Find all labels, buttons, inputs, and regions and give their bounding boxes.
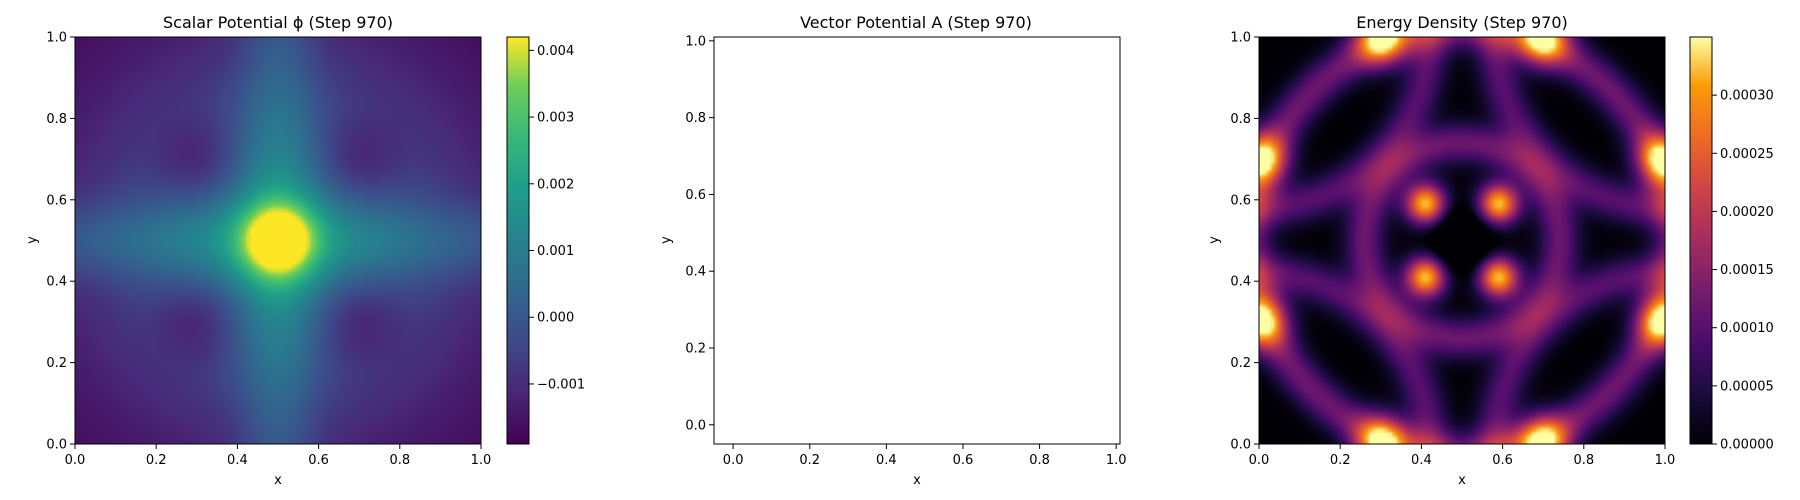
x-tick-label: 0.6	[953, 453, 974, 468]
x-tick-label: 0.8	[1029, 453, 1050, 468]
x-tick-label: 1.0	[1655, 453, 1676, 468]
y-tick-label: 1.0	[46, 31, 67, 46]
colorbar-tick-label: −0.001	[537, 377, 585, 392]
x-axis-label: x	[1458, 473, 1466, 488]
y-tick-label: 0.2	[685, 342, 706, 357]
colorbar-tick-label: 0.00000	[1720, 438, 1774, 453]
x-tick-label: 0.0	[1249, 453, 1270, 468]
colorbar-frame	[506, 36, 530, 445]
colorbar-tick-label: 0.003	[537, 111, 574, 126]
chart-title: Vector Potential A (Step 970)	[800, 13, 1032, 32]
colorbar-tick-label: 0.00020	[1720, 205, 1774, 220]
y-tick-label: 0.8	[1230, 112, 1251, 127]
y-tick-label: 0.4	[46, 275, 67, 290]
x-tick-label: 0.6	[308, 453, 329, 468]
panel-scalar-potential: Scalar Potential ϕ (Step 970) 0.0 0.2 0.4 0…	[25, 13, 585, 488]
x-tick-label: 0.2	[799, 453, 820, 468]
colorbar-tick-label: 0.002	[537, 177, 574, 192]
x-tick-label: 0.4	[876, 453, 897, 468]
y-tick-label: 0.6	[1230, 193, 1251, 208]
colorbar-tick-label: 0.001	[537, 244, 574, 259]
colorbar-tick-label: 0.00030	[1720, 89, 1774, 104]
y-tick-label: 0.2	[46, 356, 67, 371]
x-tick-label: 0.4	[1411, 453, 1432, 468]
y-tick-label: 0.2	[1230, 356, 1251, 371]
y-axis-label: y	[1207, 236, 1222, 244]
y-tick-label: 0.6	[46, 193, 67, 208]
x-axis-label: x	[274, 473, 282, 488]
scalar-potential-heatmap	[75, 37, 481, 444]
y-tick-label: 0.4	[685, 265, 706, 280]
colorbar-frame	[1689, 36, 1713, 445]
y-axis-label: y	[25, 236, 40, 244]
colorbar-tick-label: 0.00025	[1720, 147, 1774, 162]
colorbar-tick-label: 0.004	[537, 44, 574, 59]
plot-area	[714, 37, 1120, 444]
colorbar-ticks: −0.001 0.000 0.001 0.002 0.003 0.004	[529, 44, 585, 392]
colorbar-tick-label: 0.000	[537, 311, 574, 326]
axis-ticks: 0.0 0.2 0.4 0.6 0.8 1.0 0.0 0.2 0.4 0.6 0.8 1.0	[46, 31, 491, 469]
chart-title: Scalar Potential ϕ (Step 970)	[163, 13, 393, 32]
chart-title: Energy Density (Step 970)	[1356, 13, 1568, 32]
y-tick-label: 1.0	[1230, 31, 1251, 46]
x-tick-label: 0.2	[146, 453, 167, 468]
plot-frame	[1258, 36, 1666, 445]
x-tick-label: 0.0	[65, 453, 86, 468]
y-axis-label: y	[659, 236, 674, 244]
energy-density-heatmap	[1259, 37, 1665, 444]
x-tick-label: 1.0	[471, 453, 492, 468]
x-tick-label: 0.4	[227, 453, 248, 468]
y-tick-label: 0.0	[685, 418, 706, 433]
colorbar-ticks: 0.00000 0.00005 0.00010 0.00015 0.00020 0.000…	[1712, 89, 1774, 453]
x-axis-label: x	[913, 473, 921, 488]
colorbar-energy	[1690, 37, 1712, 444]
colorbar-tick-label: 0.00015	[1720, 263, 1774, 278]
y-tick-label: 0.8	[685, 111, 706, 126]
axis-ticks: 0.0 0.2 0.4 0.6 0.8 1.0 0.0 0.2 0.4 0.6 0.8 1.0	[1230, 31, 1675, 469]
plot-frame	[74, 36, 482, 445]
panel-energy-density: Energy Density (Step 970) 0.0 0.2 0.4 0.6 0.…	[1207, 13, 1774, 488]
y-tick-label: 0.0	[1230, 438, 1251, 453]
axis-ticks: 0.0 0.2 0.4 0.6 0.8 1.0 0.0 0.2 0.4 0.6 0.8 1.0	[685, 34, 1126, 468]
x-tick-label: 0.2	[1330, 453, 1351, 468]
x-tick-label: 0.6	[1492, 453, 1513, 468]
y-tick-label: 0.8	[46, 112, 67, 127]
y-tick-label: 0.0	[46, 438, 67, 453]
y-tick-label: 1.0	[685, 34, 706, 49]
colorbar-scalar	[507, 37, 529, 444]
colorbar-tick-label: 0.00005	[1720, 379, 1774, 394]
y-tick-label: 0.6	[685, 188, 706, 203]
plot-frame	[713, 36, 1121, 445]
panel-vector-potential: Vector Potential A (Step 970) 0.0 0.2 0.4 0…	[659, 13, 1127, 488]
x-tick-label: 0.8	[1573, 453, 1594, 468]
colorbar-tick-label: 0.00010	[1720, 321, 1774, 336]
y-tick-label: 0.4	[1230, 275, 1251, 290]
x-tick-label: 0.0	[723, 453, 744, 468]
x-tick-label: 0.8	[389, 453, 410, 468]
x-tick-label: 1.0	[1106, 453, 1127, 468]
